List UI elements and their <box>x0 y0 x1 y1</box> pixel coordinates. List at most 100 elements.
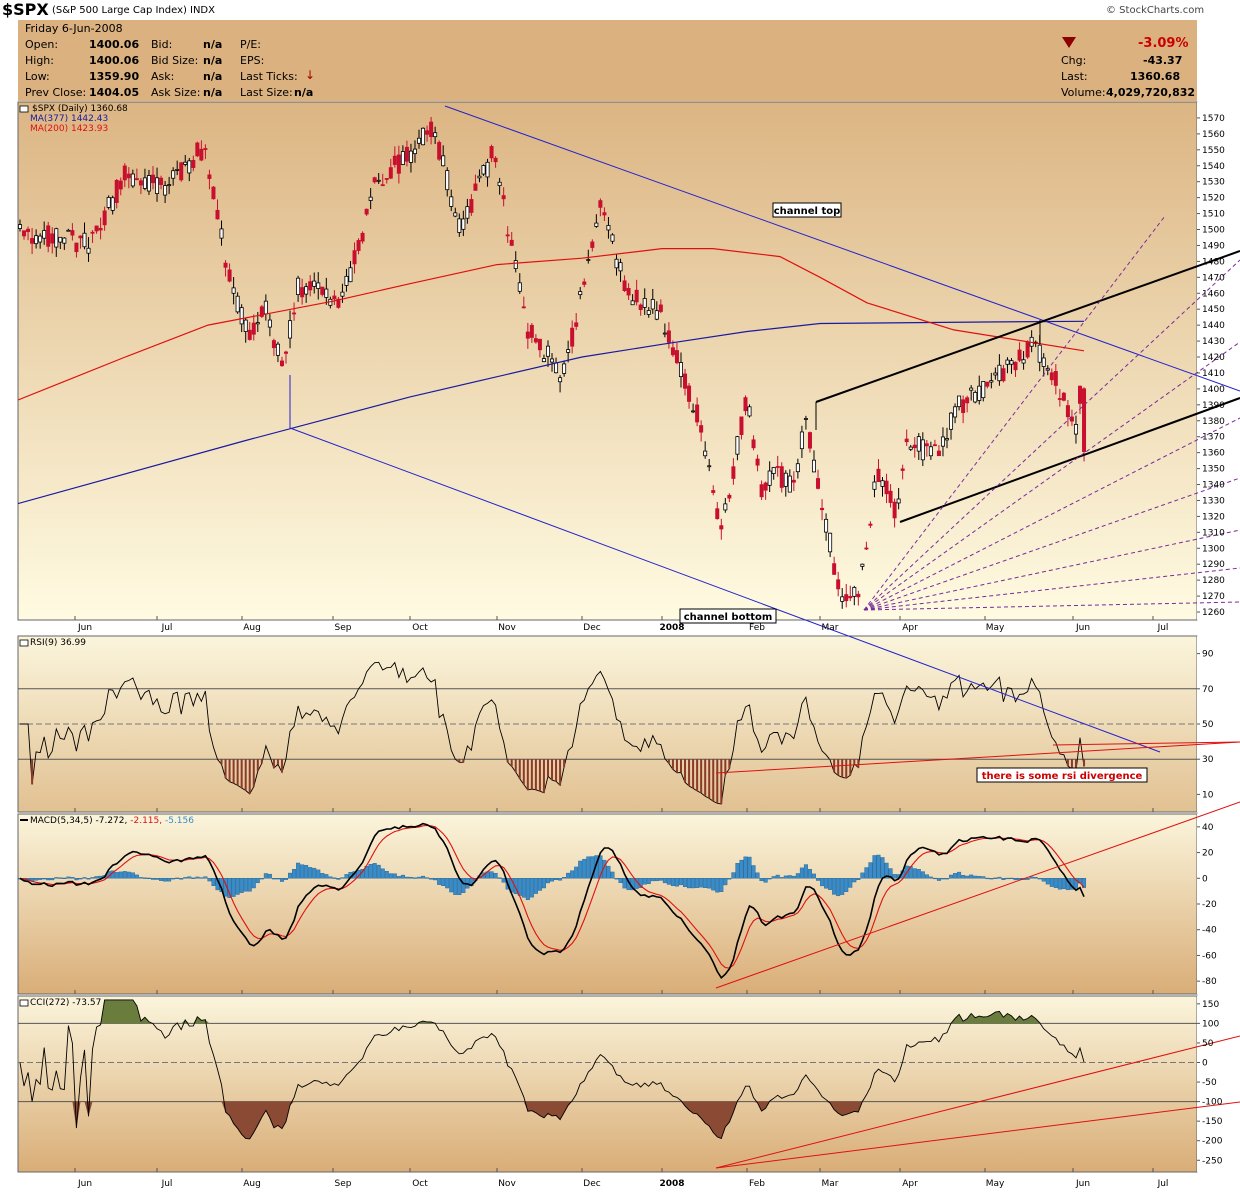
price-candle <box>783 470 788 497</box>
price-candle <box>969 385 974 401</box>
price-candle <box>384 177 389 184</box>
price-candle <box>183 154 188 167</box>
macd-panel <box>18 822 1087 980</box>
price-candle <box>1009 357 1014 374</box>
price-candle <box>102 206 107 231</box>
macd-histogram-bar <box>670 878 675 887</box>
macd-histogram-bar <box>279 878 284 882</box>
price-candle <box>529 322 534 343</box>
candle-body <box>691 410 696 413</box>
price-candle <box>497 177 502 195</box>
macd-histogram-bar <box>807 868 812 879</box>
macd-histogram-bar <box>392 873 397 879</box>
candle-body <box>191 159 196 168</box>
macd-histogram-bar <box>997 876 1002 879</box>
price-candle <box>1041 353 1046 377</box>
macd-histogram-bar <box>614 878 619 880</box>
price-candle <box>231 277 236 305</box>
price-candle <box>195 141 200 158</box>
candle-body <box>570 327 575 347</box>
price-ytick-label: 1300 <box>1202 544 1225 554</box>
macd-histogram-bar <box>787 875 792 879</box>
macd-histogram-bar <box>884 862 889 879</box>
label-ask: Ask: <box>151 70 175 83</box>
candle-body <box>969 387 974 391</box>
price-candle <box>924 439 929 457</box>
candle-body <box>824 518 829 533</box>
macd-histogram-bar <box>118 871 123 879</box>
candle-body <box>558 377 563 383</box>
price-ytick-label: 1450 <box>1202 305 1225 315</box>
candle-body <box>965 397 970 404</box>
candle-body <box>50 233 55 244</box>
price-candle <box>711 485 716 496</box>
price-candle <box>344 268 349 292</box>
trendline-layer <box>289 105 1240 1169</box>
price-candle <box>791 471 796 491</box>
price-candle <box>695 397 700 427</box>
ma200-line <box>18 248 1085 401</box>
macd-histogram-bar <box>932 877 937 880</box>
macd-histogram-bar <box>521 878 526 898</box>
price-candle <box>537 338 542 358</box>
macd-histogram-bar <box>699 878 704 888</box>
macd-histogram-bar <box>453 878 458 895</box>
macd-ytick-label: 20 <box>1202 849 1214 859</box>
candle-body <box>912 444 917 449</box>
candle-body <box>928 446 933 457</box>
candle-body <box>747 406 752 417</box>
price-candle <box>227 263 232 283</box>
macd-histogram-bar <box>259 878 264 880</box>
price-candle <box>235 292 240 314</box>
copyright[interactable]: © StockCharts.com <box>1106 5 1205 16</box>
candle-body <box>203 148 208 150</box>
price-candle <box>199 140 204 162</box>
candle-body <box>316 282 321 289</box>
candle-body <box>175 168 180 171</box>
macd-ytick-label: -60 <box>1202 951 1217 961</box>
price-candle <box>114 178 119 209</box>
price-candle <box>876 459 881 483</box>
price-candle <box>707 458 712 472</box>
candle-body <box>308 281 313 291</box>
price-candle <box>574 313 579 330</box>
month-label: Aug <box>243 623 261 633</box>
candle-body <box>187 160 192 174</box>
cci-panel <box>19 999 1085 1140</box>
candle-body <box>477 175 482 179</box>
macd-histogram-bar <box>550 878 555 882</box>
price-candle <box>324 277 329 305</box>
candle-body <box>630 300 635 306</box>
price-candle <box>820 499 825 521</box>
candle-body <box>944 438 949 441</box>
candle-body <box>892 501 897 519</box>
macd-histogram-bar <box>251 878 256 889</box>
candle-body <box>811 459 816 473</box>
price-candle <box>292 302 297 321</box>
price-candle <box>320 286 325 297</box>
macd-histogram-bar <box>187 876 192 879</box>
price-candle <box>872 475 877 498</box>
candle-body <box>550 358 555 363</box>
rsi-ytick-label: 10 <box>1202 790 1214 800</box>
macd-histogram-bar <box>183 877 188 879</box>
candle-body <box>122 165 127 181</box>
candle-body <box>82 232 87 248</box>
price-candle <box>634 279 639 306</box>
month-label-bottom: Jul <box>1157 1179 1169 1189</box>
price-candle <box>360 231 365 244</box>
price-candle <box>175 160 180 176</box>
macd-histogram-bar <box>167 878 172 882</box>
macd-histogram-bar <box>965 875 970 879</box>
price-candle <box>610 233 615 245</box>
price-candle <box>626 283 631 301</box>
quote-panel <box>18 20 1197 101</box>
candle-body <box>296 277 301 296</box>
candle-body <box>271 340 276 349</box>
candle-body <box>126 173 131 179</box>
macd-histogram-bar <box>715 878 720 893</box>
candle-body <box>751 439 756 449</box>
channel-top-line <box>444 105 1240 392</box>
price-candle <box>66 228 71 232</box>
candle-body <box>533 338 538 343</box>
